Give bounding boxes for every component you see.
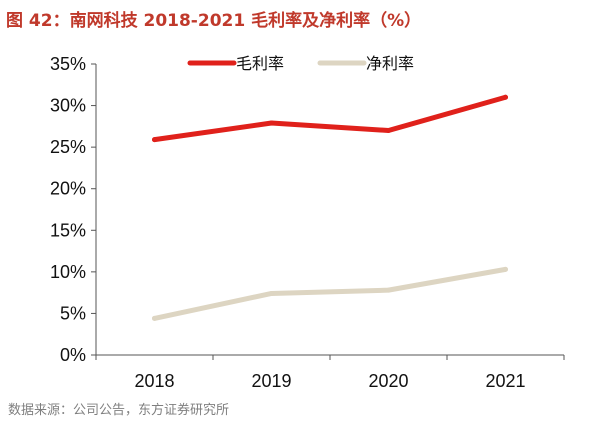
y-tick-label: 25% xyxy=(50,137,86,157)
x-tick-label: 2019 xyxy=(251,371,291,391)
series-group xyxy=(152,94,508,321)
source-note: 数据来源：公司公告，东方证券研究所 xyxy=(8,403,230,418)
y-tick-label: 0% xyxy=(60,345,86,365)
y-tick-label: 30% xyxy=(50,96,86,116)
data-point xyxy=(386,287,391,293)
data-point xyxy=(269,120,274,126)
x-tick-label: 2018 xyxy=(134,371,174,391)
y-tick-label: 15% xyxy=(50,220,86,240)
x-tick-label: 2021 xyxy=(485,371,525,391)
series-line-1 xyxy=(152,94,508,143)
legend: 毛利率 净利率 xyxy=(187,54,414,73)
series-line-2 xyxy=(152,266,508,321)
y-tick-label: 10% xyxy=(50,262,86,282)
y-tick-label: 35% xyxy=(50,54,86,74)
chart-title: 图 42：南网科技 2018-2021 毛利率及净利率（%） xyxy=(6,11,422,31)
x-tick-label: 2020 xyxy=(368,371,408,391)
data-point xyxy=(503,266,508,272)
data-point xyxy=(386,128,391,134)
data-point xyxy=(269,290,274,296)
legend-label-1: 毛利率 xyxy=(236,54,284,73)
data-point xyxy=(503,94,508,100)
legend-label-2: 净利率 xyxy=(366,54,414,73)
axes: 0% 5% 10% 15% 20% 25% 30% 35% 2018 2019 2020 2021 xyxy=(50,54,565,391)
y-tick-label: 20% xyxy=(50,179,86,199)
data-point xyxy=(152,137,157,143)
y-tick-label: 5% xyxy=(60,303,86,323)
data-point xyxy=(152,315,157,321)
